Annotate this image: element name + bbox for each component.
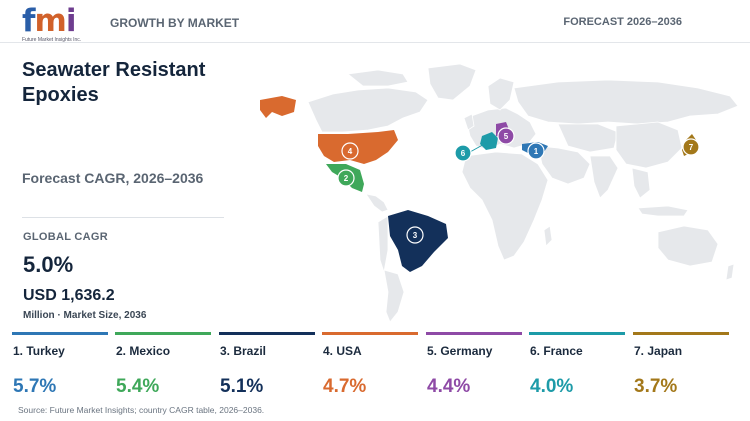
land-new-zealand	[725, 263, 735, 281]
country-color-bar	[115, 332, 211, 335]
marker-label-germany: 5	[504, 132, 509, 141]
country-label: 3. Brazil	[220, 344, 267, 358]
country-card-usa[interactable]: 4. USA 4.7%	[322, 332, 418, 398]
marker-label-turkey: 1	[534, 147, 539, 156]
country-cagr-value: 5.7%	[13, 376, 57, 397]
country-label: 2. Mexico	[116, 344, 171, 358]
land-africa	[461, 151, 549, 261]
country-usa-alaska	[260, 96, 296, 118]
land-india	[589, 155, 619, 199]
market-size-unit: Million · Market Size, 2036	[23, 310, 147, 321]
land-scandinavia	[487, 77, 515, 111]
map-markers: 1 2 3 4 5 6 7	[337, 127, 700, 244]
land-central-asia	[557, 123, 619, 153]
country-label: 6. France	[530, 344, 583, 358]
divider	[22, 217, 224, 218]
source-note: Source: Future Market Insights; country …	[18, 405, 265, 415]
global-cagr-value: 5.0%	[23, 252, 74, 277]
world-map: 1 2 3 4 5 6 7	[260, 63, 739, 323]
forecast-subtitle: Forecast CAGR, 2026–2036	[22, 170, 204, 186]
land-se-asia	[631, 167, 651, 199]
country-cagr-value: 5.1%	[220, 376, 264, 397]
land-greenland	[427, 63, 477, 101]
country-color-bar	[426, 332, 522, 335]
country-cagr-strip: 1. Turkey 5.7% 2. Mexico 5.4% 3. Brazil …	[0, 332, 750, 397]
marker-label-france: 6	[461, 149, 466, 158]
country-label: 7. Japan	[634, 344, 683, 358]
country-color-bar	[12, 332, 108, 335]
country-cagr-value: 4.0%	[530, 376, 574, 397]
land-australia	[657, 225, 719, 267]
country-cagr-value: 4.4%	[427, 376, 471, 397]
country-color-bar	[529, 332, 625, 335]
land-canada	[307, 87, 429, 133]
marker-label-japan: 7	[689, 143, 694, 152]
land-madagascar	[543, 225, 553, 247]
country-label: 1. Turkey	[13, 344, 65, 358]
land-andes	[377, 215, 389, 273]
marker-germany[interactable]: 5	[497, 127, 515, 145]
country-cagr-value: 4.7%	[323, 376, 367, 397]
marker-label-usa: 4	[348, 147, 353, 156]
report-title: Seawater Resistant Epoxies	[22, 59, 206, 106]
country-label: 4. USA	[323, 344, 362, 358]
land-uk	[463, 113, 475, 131]
marker-brazil[interactable]: 3	[406, 226, 424, 244]
country-label: 5. Germany	[427, 344, 493, 358]
marker-france[interactable]: 6	[454, 141, 489, 162]
country-color-bar	[322, 332, 418, 335]
country-france	[480, 132, 498, 150]
country-card-france[interactable]: 6. France 4.0%	[529, 332, 625, 398]
header-bar: fmi Future Market Insights Inc. GROWTH B…	[0, 0, 750, 43]
land-south-america	[383, 269, 405, 323]
country-cagr-value: 3.7%	[634, 376, 678, 397]
country-card-germany[interactable]: 5. Germany 4.4%	[426, 332, 522, 398]
land-indonesia	[637, 205, 689, 217]
fmi-logo: fmi Future Market Insights Inc.	[22, 6, 94, 44]
global-cagr-label: GLOBAL CAGR	[23, 231, 108, 243]
land-masses	[307, 63, 739, 323]
marker-turkey[interactable]: 1	[527, 142, 545, 160]
country-color-bar	[633, 332, 729, 335]
country-card-brazil[interactable]: 3. Brazil 5.1%	[219, 332, 315, 398]
marker-japan[interactable]: 7	[682, 138, 700, 156]
marker-label-brazil: 3	[413, 231, 418, 240]
land-china	[615, 121, 683, 169]
country-cagr-value: 5.4%	[116, 376, 160, 397]
logo-mark: fmi	[22, 3, 76, 39]
section-label: GROWTH BY MARKET	[110, 16, 240, 30]
land-central-america	[365, 193, 389, 213]
marker-usa[interactable]: 4	[341, 142, 359, 160]
country-color-bar	[219, 332, 315, 335]
market-size-value: USD 1,636.2	[23, 287, 115, 304]
country-usa	[318, 130, 398, 164]
marker-label-mexico: 2	[344, 174, 349, 183]
land-russia	[513, 79, 739, 125]
land-middle-east	[537, 145, 591, 185]
logo-subtext: Future Market Insights Inc.	[22, 37, 82, 43]
forecast-label: FORECAST 2026–2036	[563, 16, 682, 28]
country-card-mexico[interactable]: 2. Mexico 5.4%	[115, 332, 211, 398]
country-card-turkey[interactable]: 1. Turkey 5.7%	[12, 332, 108, 398]
country-card-japan[interactable]: 7. Japan 3.7%	[633, 332, 729, 398]
marker-mexico[interactable]: 2	[337, 169, 355, 187]
land-arctic-islands	[347, 69, 409, 87]
